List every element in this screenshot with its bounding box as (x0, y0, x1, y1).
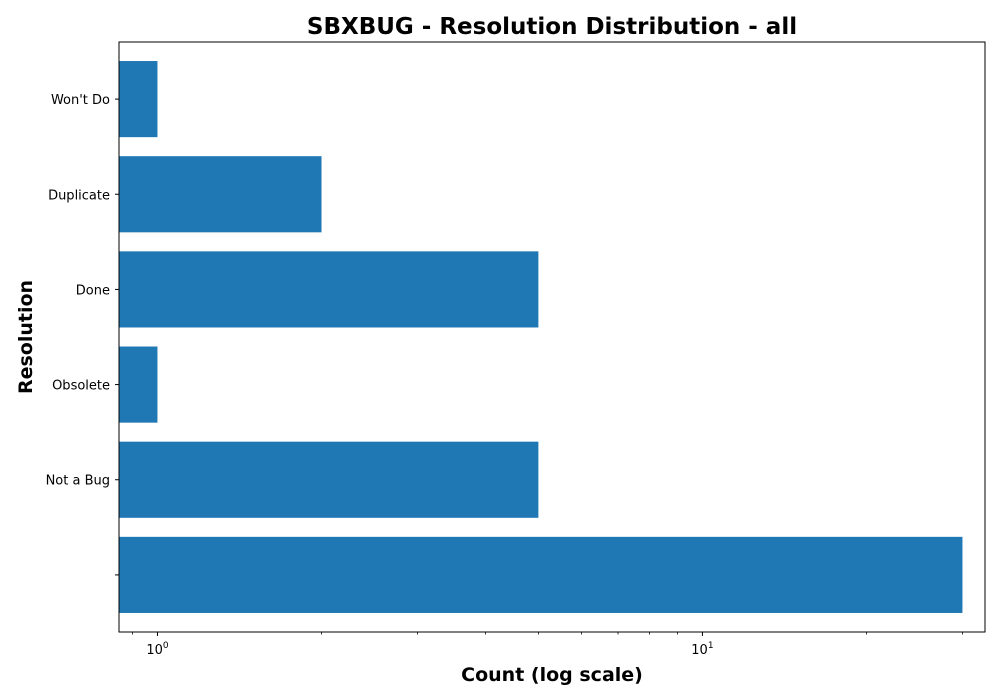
y-tick-label: Won't Do (51, 93, 110, 108)
bars-group (119, 61, 963, 613)
plot-area-frame (118, 41, 986, 633)
x-axis-label: Count (log scale) (461, 664, 643, 686)
y-tick-label: Duplicate (48, 188, 110, 203)
x-tick-label: 101 (691, 641, 713, 658)
x-tick-label: 100 (146, 641, 169, 658)
bar (119, 346, 158, 423)
x-axis-ticks: 100 101 (132, 632, 963, 658)
chart-title: SBXBUG - Resolution Distribution - all (307, 14, 797, 40)
bar (119, 536, 963, 613)
y-tick-label: Done (76, 283, 110, 298)
bar (119, 441, 539, 518)
y-tick-label: Not a Bug (46, 474, 110, 489)
y-axis-label: Resolution (15, 280, 37, 394)
y-axis-ticks: Not a Bug Obsolete Done Duplicate Won't Do (46, 93, 119, 576)
bar (119, 61, 158, 138)
bar (119, 156, 322, 233)
y-tick-label: Obsolete (52, 379, 110, 394)
bar (119, 251, 539, 328)
